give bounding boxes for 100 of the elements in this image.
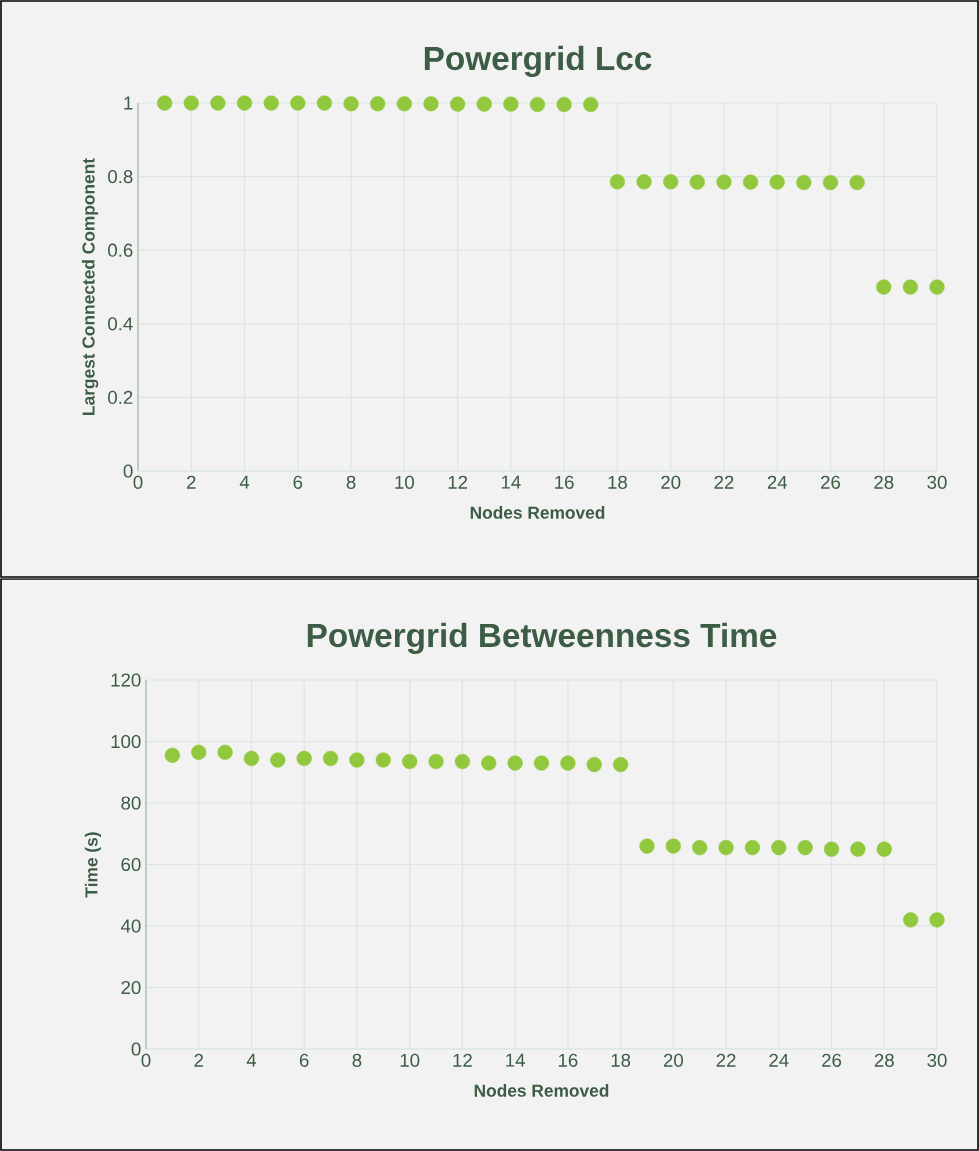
y-tick-label: 120 <box>111 673 141 687</box>
y-tick-label: 0.2 <box>108 390 133 405</box>
point <box>481 755 497 771</box>
x-tick-label: 18 <box>608 475 627 489</box>
x-tick-label: 24 <box>767 475 788 489</box>
x-tick-label: 8 <box>352 1053 362 1067</box>
point <box>191 744 207 760</box>
point <box>396 96 412 112</box>
x-tick-label: 20 <box>663 1053 683 1067</box>
point <box>533 755 550 771</box>
point <box>692 839 708 856</box>
x-tick-label: 6 <box>293 475 303 489</box>
x-tick-label: 12 <box>453 1053 472 1067</box>
point <box>370 96 386 112</box>
point <box>797 839 813 856</box>
x-tick-label: 22 <box>716 1053 736 1067</box>
y-tick-label: 0 <box>123 464 133 478</box>
chart-title: Powergrid Betweenness Time <box>307 622 777 654</box>
x-tick-label: 22 <box>714 475 734 489</box>
x-tick-label: 28 <box>874 1053 894 1067</box>
point <box>849 174 865 191</box>
point <box>476 96 492 112</box>
point <box>850 841 866 857</box>
point <box>322 750 339 767</box>
x-tick-label: 14 <box>506 1053 525 1067</box>
x-tick-label: 30 <box>927 475 947 489</box>
x-tick-label: 2 <box>187 475 196 489</box>
point <box>503 96 519 112</box>
point <box>929 912 945 928</box>
point <box>822 174 839 191</box>
y-tick-label: 0.6 <box>108 243 133 257</box>
x-tick-label: 16 <box>558 1053 578 1067</box>
x-tick-label: 4 <box>239 475 250 489</box>
chart-title: Powergrid Lcc <box>424 45 652 77</box>
x-tick-label: 14 <box>501 475 521 489</box>
y-tick-label: 20 <box>121 980 141 995</box>
point <box>902 279 918 295</box>
point <box>716 174 732 190</box>
point <box>742 174 759 190</box>
point <box>639 838 655 854</box>
point <box>609 174 626 190</box>
point <box>903 912 919 928</box>
y-tick-label: 0.4 <box>108 317 133 331</box>
x-tick-label: 8 <box>346 475 356 489</box>
point <box>796 174 812 191</box>
x-tick-label: 4 <box>246 1053 257 1067</box>
point <box>876 279 892 295</box>
x-tick-label: 6 <box>299 1053 309 1067</box>
point <box>450 96 466 112</box>
point <box>316 95 333 111</box>
point <box>769 174 785 190</box>
x-tick-label: 24 <box>769 1053 789 1067</box>
y-tick-label: 60 <box>121 857 141 872</box>
point <box>243 750 260 767</box>
x-axis-title: Nodes Removed <box>474 1084 609 1097</box>
point <box>263 95 279 111</box>
point <box>423 96 439 112</box>
point <box>560 755 576 771</box>
point <box>613 756 629 773</box>
point <box>183 95 199 111</box>
point <box>665 838 681 854</box>
point <box>876 841 892 857</box>
point <box>771 839 787 856</box>
y-tick-label: 100 <box>111 734 141 749</box>
point <box>375 752 391 768</box>
point <box>236 95 253 111</box>
x-tick-label: 0 <box>141 1053 151 1067</box>
point <box>636 174 652 190</box>
x-tick-label: 20 <box>661 475 681 489</box>
x-tick-label: 18 <box>611 1053 631 1067</box>
point <box>157 95 173 111</box>
point <box>428 753 444 770</box>
x-tick-label: 26 <box>821 475 841 489</box>
point <box>507 755 523 771</box>
point <box>343 96 359 112</box>
point <box>454 753 471 770</box>
point <box>270 752 286 768</box>
point <box>689 174 705 190</box>
point <box>164 747 180 763</box>
x-tick-label: 2 <box>194 1053 203 1067</box>
point <box>290 95 306 111</box>
point <box>556 96 572 113</box>
x-tick-label: 12 <box>448 475 468 489</box>
point <box>210 95 226 111</box>
point <box>744 839 761 856</box>
x-tick-label: 10 <box>400 1053 420 1067</box>
point <box>529 96 546 113</box>
y-tick-label: 80 <box>121 796 141 810</box>
point <box>296 750 312 767</box>
y-axis-title: Time (s) <box>84 832 101 898</box>
y-tick-label: 1 <box>124 96 133 110</box>
point <box>663 174 679 190</box>
point <box>217 744 233 760</box>
x-tick-label: 10 <box>395 475 414 489</box>
point <box>349 752 365 768</box>
x-tick-label: 28 <box>874 475 894 489</box>
point <box>583 96 599 113</box>
point <box>586 756 602 773</box>
x-tick-label: 26 <box>822 1053 842 1067</box>
point <box>823 841 840 857</box>
